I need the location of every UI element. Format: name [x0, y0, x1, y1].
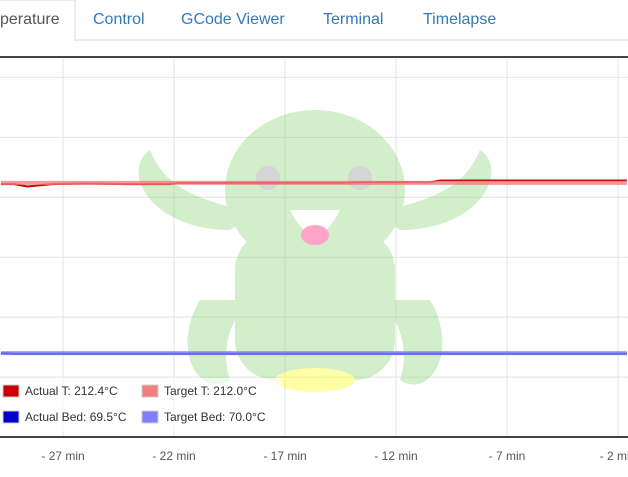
x-tick-label: - 22 min: [152, 449, 195, 463]
x-tick-label: - 12 min: [374, 449, 417, 463]
x-tick-label: - 27 min: [41, 449, 84, 463]
legend-swatch: [2, 410, 20, 424]
octopus-watermark: [138, 110, 492, 392]
x-tick-label: - 7 min: [489, 449, 526, 463]
tab-gcode-viewer[interactable]: GCode Viewer: [181, 11, 285, 28]
tab-temperature[interactable]: perature: [0, 11, 60, 28]
legend: Actual T: 212.4°C Target T: 212.0°C Actual…: [2, 384, 266, 424]
active-tab-border: [0, 0, 76, 41]
plot: [0, 179, 627, 356]
legend-box: [0, 378, 282, 432]
tab-control[interactable]: Control: [93, 11, 145, 28]
legend-swatch: [141, 410, 159, 424]
legend-label: Actual Bed: 69.5°C: [25, 410, 127, 424]
legend-label: Target T: 212.0°C: [164, 384, 257, 398]
grid: [0, 57, 628, 437]
legend-label: Target Bed: 70.0°C: [164, 410, 266, 424]
legend-swatch: [2, 384, 20, 398]
legend-label: Actual T: 212.4°C: [25, 384, 118, 398]
tab-terminal[interactable]: Terminal: [323, 11, 383, 28]
x-tick-label: - 2 min: [600, 449, 628, 463]
tab-timelapse[interactable]: Timelapse: [423, 11, 496, 28]
x-tick-label: - 17 min: [263, 449, 306, 463]
legend-swatch: [141, 384, 159, 398]
tab-bar: perature Control GCode Viewer Terminal T…: [0, 0, 628, 41]
